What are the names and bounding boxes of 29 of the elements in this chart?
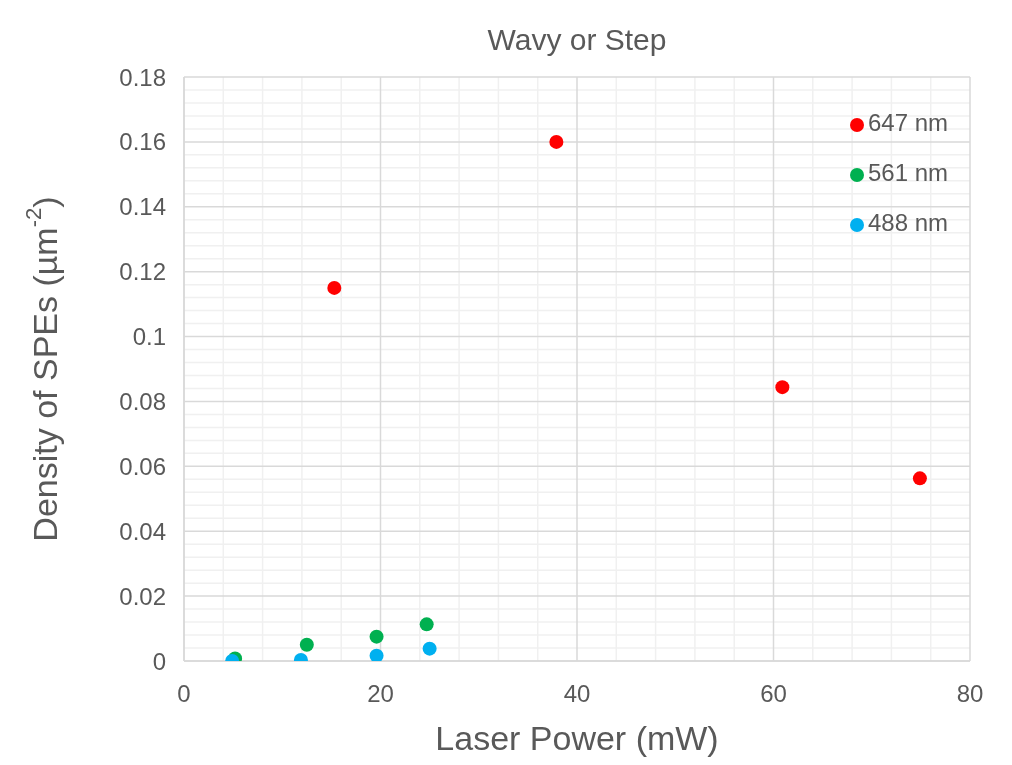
- y-tick-label: 0.16: [119, 128, 166, 156]
- y-tick-label: 0.02: [119, 582, 166, 610]
- y-tick-label: 0.12: [119, 258, 166, 286]
- x-tick-label: 0: [177, 680, 191, 708]
- legend-label: 561 nm: [867, 159, 948, 186]
- y-tick-label: 0.1: [132, 323, 166, 351]
- point: [422, 641, 437, 656]
- x-tick-label: 80: [956, 680, 984, 708]
- point: [775, 380, 790, 395]
- x-tick-label: 40: [563, 680, 591, 708]
- legend-label: 488 nm: [867, 209, 948, 236]
- point: [912, 471, 927, 486]
- y-tick-label: 0.18: [119, 63, 166, 91]
- y-tick-label: 0.08: [119, 387, 166, 415]
- x-axis-title: Laser Power (mW): [435, 719, 719, 757]
- point: [369, 648, 384, 661]
- point: [419, 617, 434, 632]
- legend-label: 647 nm: [867, 109, 948, 136]
- point: [327, 280, 342, 295]
- point: [369, 629, 384, 644]
- y-tick-label: 0.04: [119, 517, 166, 545]
- y-tick-label: 0.06: [119, 452, 166, 480]
- point: [549, 134, 564, 149]
- y-tick-label: 0.14: [119, 193, 166, 221]
- point: [299, 637, 314, 652]
- x-tick-label: 20: [367, 680, 394, 708]
- y-tick-label: 0: [152, 647, 166, 675]
- x-tick-label: 60: [760, 680, 787, 708]
- chart-title: Wavy or Step: [486, 23, 668, 57]
